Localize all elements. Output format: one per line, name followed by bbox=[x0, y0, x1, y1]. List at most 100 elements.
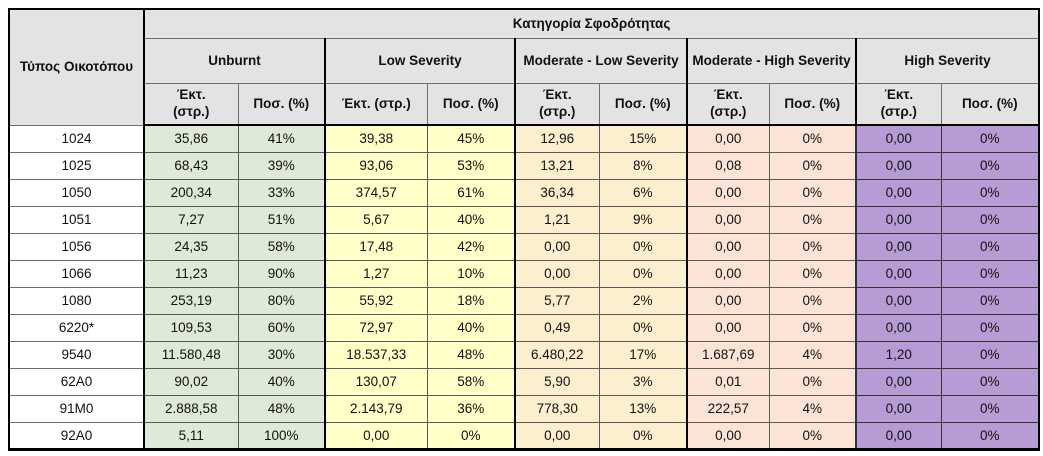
low-area-cell: 55,92 bbox=[324, 286, 428, 315]
table-row: 6220* 109,53 60% 72,97 40% 0,49 0% 0,00 … bbox=[8, 313, 1040, 342]
low-area-cell: 374,57 bbox=[324, 178, 428, 207]
moderate-high-pct-cell: 4% bbox=[768, 394, 857, 423]
moderate-high-area-cell: 0,00 bbox=[686, 178, 770, 207]
area-subheader-low: Έκτ. (στρ.) bbox=[324, 83, 428, 126]
unburnt-area-cell: 200,34 bbox=[143, 178, 239, 207]
moderate-low-area-cell: 0,00 bbox=[514, 232, 600, 261]
moderate-high-pct-cell: 0% bbox=[768, 421, 857, 450]
table-header: Τύπος Οικοτόπου Κατηγορία Σφοδρότητας Un… bbox=[8, 8, 1040, 126]
habitat-cell: 1050 bbox=[8, 178, 145, 207]
moderate-low-area-cell: 13,21 bbox=[514, 151, 600, 180]
low-pct-cell: 61% bbox=[426, 178, 516, 207]
moderate-low-area-cell: 0,00 bbox=[514, 421, 600, 450]
high-area-cell: 0,00 bbox=[855, 259, 942, 288]
habitat-cell: 1051 bbox=[8, 205, 145, 234]
pct-subheader-unburnt: Ποσ. (%) bbox=[237, 83, 326, 126]
unburnt-area-cell: 90,02 bbox=[143, 367, 239, 396]
moderate-high-pct-cell: 0% bbox=[768, 124, 857, 153]
habitat-cell: 91M0 bbox=[8, 394, 145, 423]
moderate-low-pct-cell: 0% bbox=[598, 313, 688, 342]
high-area-cell: 1,20 bbox=[855, 340, 942, 369]
severity-table-container: Τύπος Οικοτόπου Κατηγορία Σφοδρότητας Un… bbox=[8, 8, 1041, 451]
unburnt-pct-cell: 41% bbox=[237, 124, 326, 153]
high-pct-cell: 0% bbox=[940, 259, 1040, 288]
moderate-low-pct-cell: 0% bbox=[598, 421, 688, 450]
low-pct-cell: 42% bbox=[426, 232, 516, 261]
low-pct-cell: 18% bbox=[426, 286, 516, 315]
low-area-cell: 1,27 bbox=[324, 259, 428, 288]
moderate-high-area-cell: 0,00 bbox=[686, 124, 770, 153]
table-body: 1024 35,86 41% 39,38 45% 12,96 15% 0,00 … bbox=[8, 124, 1040, 450]
unburnt-area-cell: 7,27 bbox=[143, 205, 239, 234]
high-area-cell: 0,00 bbox=[855, 421, 942, 450]
high-pct-cell: 0% bbox=[940, 286, 1040, 315]
high-pct-cell: 0% bbox=[940, 205, 1040, 234]
moderate-low-area-cell: 5,77 bbox=[514, 286, 600, 315]
low-area-cell: 130,07 bbox=[324, 367, 428, 396]
high-pct-cell: 0% bbox=[940, 421, 1040, 450]
low-pct-cell: 53% bbox=[426, 151, 516, 180]
area-subheader-unburnt: Έκτ. (στρ.) bbox=[143, 83, 239, 126]
habitat-cell: 9540 bbox=[8, 340, 145, 369]
moderate-low-pct-cell: 0% bbox=[598, 259, 688, 288]
high-pct-cell: 0% bbox=[940, 313, 1040, 342]
table-row: 1051 7,27 51% 5,67 40% 1,21 9% 0,00 0% 0… bbox=[8, 205, 1040, 234]
table-row: 1050 200,34 33% 374,57 61% 36,34 6% 0,00… bbox=[8, 178, 1040, 207]
moderate-low-pct-cell: 17% bbox=[598, 340, 688, 369]
habitat-cell: 1066 bbox=[8, 259, 145, 288]
pct-subheader-moderate-high: Ποσ. (%) bbox=[768, 83, 857, 126]
high-area-cell: 0,00 bbox=[855, 367, 942, 396]
habitat-cell: 1080 bbox=[8, 286, 145, 315]
moderate-high-area-cell: 0,01 bbox=[686, 367, 770, 396]
unburnt-pct-cell: 30% bbox=[237, 340, 326, 369]
moderate-low-area-cell: 0,00 bbox=[514, 259, 600, 288]
moderate-high-area-cell: 0,00 bbox=[686, 313, 770, 342]
unburnt-pct-cell: 100% bbox=[237, 421, 326, 450]
high-area-cell: 0,00 bbox=[855, 232, 942, 261]
high-area-cell: 0,00 bbox=[855, 286, 942, 315]
habitat-cell: 6220* bbox=[8, 313, 145, 342]
moderate-low-pct-cell: 9% bbox=[598, 205, 688, 234]
high-area-cell: 0,00 bbox=[855, 178, 942, 207]
low-area-cell: 93,06 bbox=[324, 151, 428, 180]
unburnt-pct-cell: 60% bbox=[237, 313, 326, 342]
moderate-low-area-cell: 12,96 bbox=[514, 124, 600, 153]
moderate-low-pct-cell: 6% bbox=[598, 178, 688, 207]
table-row: 9540 11.580,48 30% 18.537,33 48% 6.480,2… bbox=[8, 340, 1040, 369]
moderate-low-pct-cell: 3% bbox=[598, 367, 688, 396]
moderate-low-pct-cell: 8% bbox=[598, 151, 688, 180]
high-pct-cell: 0% bbox=[940, 367, 1040, 396]
low-pct-cell: 48% bbox=[426, 340, 516, 369]
moderate-low-pct-cell: 2% bbox=[598, 286, 688, 315]
moderate-high-pct-cell: 0% bbox=[768, 259, 857, 288]
unburnt-area-cell: 24,35 bbox=[143, 232, 239, 261]
unburnt-pct-cell: 58% bbox=[237, 232, 326, 261]
low-area-cell: 17,48 bbox=[324, 232, 428, 261]
area-subheader-high: Έκτ. (στρ.) bbox=[855, 83, 942, 126]
group-header-unburnt: Unburnt bbox=[143, 38, 326, 84]
unburnt-area-cell: 35,86 bbox=[143, 124, 239, 153]
unburnt-area-cell: 11.580,48 bbox=[143, 340, 239, 369]
pct-subheader-low: Ποσ. (%) bbox=[426, 83, 516, 126]
habitat-cell: 1024 bbox=[8, 124, 145, 153]
moderate-low-area-cell: 0,49 bbox=[514, 313, 600, 342]
moderate-low-area-cell: 36,34 bbox=[514, 178, 600, 207]
habitat-cell: 92A0 bbox=[8, 421, 145, 450]
habitat-type-column-header: Τύπος Οικοτόπου bbox=[8, 8, 145, 126]
low-pct-cell: 10% bbox=[426, 259, 516, 288]
moderate-low-area-cell: 1,21 bbox=[514, 205, 600, 234]
high-area-cell: 0,00 bbox=[855, 205, 942, 234]
moderate-high-pct-cell: 0% bbox=[768, 286, 857, 315]
area-subheader-moderate-low: Έκτ. (στρ.) bbox=[514, 83, 600, 126]
moderate-high-area-cell: 1.687,69 bbox=[686, 340, 770, 369]
high-pct-cell: 0% bbox=[940, 151, 1040, 180]
low-pct-cell: 40% bbox=[426, 313, 516, 342]
moderate-high-pct-cell: 0% bbox=[768, 178, 857, 207]
moderate-high-pct-cell: 0% bbox=[768, 151, 857, 180]
pct-subheader-high: Ποσ. (%) bbox=[940, 83, 1040, 126]
moderate-low-pct-cell: 15% bbox=[598, 124, 688, 153]
high-area-cell: 0,00 bbox=[855, 151, 942, 180]
unburnt-pct-cell: 39% bbox=[237, 151, 326, 180]
unburnt-pct-cell: 48% bbox=[237, 394, 326, 423]
moderate-high-pct-cell: 0% bbox=[768, 313, 857, 342]
